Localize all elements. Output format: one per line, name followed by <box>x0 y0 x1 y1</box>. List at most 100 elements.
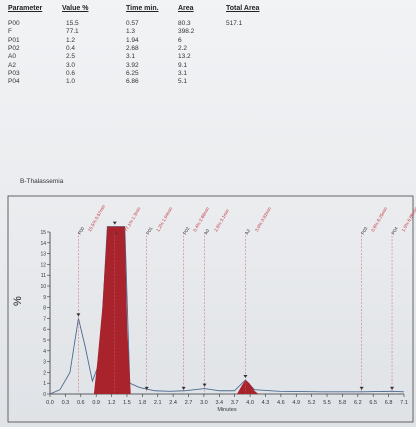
table-cell-value: 0.4 <box>66 44 76 52</box>
header-parameter: Parameter <box>8 5 43 12</box>
table-cell-parameter: P03 <box>8 69 20 77</box>
peak-annotation-f: 77.1% 1.3min <box>123 206 141 233</box>
peak-label-f: F <box>113 230 119 235</box>
table-cell-area: 80.3 <box>178 20 191 27</box>
y-tick-label: 12 <box>40 262 46 268</box>
y-tick-label: 9 <box>43 295 46 301</box>
table-cell-parameter: P01 <box>8 36 20 44</box>
header-total-area: Total Area <box>226 5 260 12</box>
y-tick-label: 0 <box>43 392 46 398</box>
y-tick-label: 5 <box>43 338 46 344</box>
table-cell-parameter: P04 <box>8 78 20 86</box>
table-cell-parameter: F <box>8 28 12 36</box>
peak-a2-fill <box>236 379 259 394</box>
table-cell-time: 3.92 <box>126 61 139 69</box>
peak-annotation-a0: 2.5% 3.1min <box>213 208 230 233</box>
table-cell-area: 398.2 <box>178 28 195 36</box>
x-tick-label: 7.1 <box>400 400 408 406</box>
table-cell-value: 2.5 <box>66 53 76 61</box>
y-tick-label: 3 <box>43 360 46 366</box>
x-tick-label: 2.1 <box>154 400 162 406</box>
y-tick-label: 2 <box>43 370 46 376</box>
x-tick-label: 5.5 <box>323 400 331 406</box>
x-tick-label: 2.4 <box>169 400 177 406</box>
table-cell-value: 1.2 <box>66 36 76 44</box>
x-tick-label: 6.2 <box>354 400 362 406</box>
table-cell-value: 15.5 <box>66 20 79 27</box>
table-cell-time: 6.25 <box>126 69 139 77</box>
y-axis-label: % <box>12 296 24 306</box>
table-cell-value: 77.1 <box>66 28 79 36</box>
y-tick-label: 13 <box>40 252 46 258</box>
x-tick-label: 4.6 <box>277 400 285 406</box>
x-tick-label: 2.7 <box>185 400 193 406</box>
signal-line <box>49 226 405 395</box>
peak-label-p03: P03 <box>360 226 369 236</box>
x-tick-label: 0.9 <box>92 400 100 406</box>
table-cell-area: 2.2 <box>178 44 188 52</box>
peak-label-p02: P02 <box>182 226 191 236</box>
peak-annotation-p04: 1.0% 6.86min <box>401 206 416 233</box>
peak-annotation-p03: 0.6% 6.25min <box>370 206 388 233</box>
x-tick-label: 3.0 <box>200 400 208 406</box>
y-tick-label: 6 <box>43 327 46 333</box>
peak-f-fill <box>93 226 131 394</box>
peak-label-p04: P04 <box>391 226 400 236</box>
y-tick-label: 11 <box>41 273 46 279</box>
x-tick-label: 0.3 <box>62 400 70 406</box>
x-tick-label: 4.3 <box>262 400 270 406</box>
table-cell-value: 3.0 <box>66 61 76 69</box>
x-tick-label: 1.5 <box>123 400 131 406</box>
peak-triangle-p01 <box>144 386 149 390</box>
table-cell-parameter: P00 <box>8 20 20 27</box>
table-cell-area: 13.2 <box>178 53 191 61</box>
x-tick-label: 5.8 <box>339 400 347 406</box>
header-area: Area <box>178 5 194 12</box>
peak-annotation-p01: 1.2% 1.94min <box>155 206 173 233</box>
peak-triangle-p03 <box>359 386 364 390</box>
y-tick-label: 14 <box>40 241 46 247</box>
peak-triangle-a2 <box>243 374 248 378</box>
table-cell-parameter: A0 <box>8 53 16 61</box>
header-time: Time min. <box>126 5 159 12</box>
table-cell-time: 1.3 <box>126 28 136 36</box>
table-cell-area: 5.1 <box>178 78 188 86</box>
header-value: Value % <box>62 5 89 12</box>
x-tick-label: 0.6 <box>77 400 85 406</box>
y-tick-label: 8 <box>43 306 46 312</box>
y-tick-label: 10 <box>40 284 46 290</box>
x-tick-label: 3.4 <box>215 400 223 406</box>
peak-label-p01: P01 <box>145 226 154 236</box>
table-cell-time: 1.94 <box>126 36 139 44</box>
table-cell-parameter: A2 <box>8 61 16 69</box>
table-cell-time: 6.86 <box>126 78 139 86</box>
y-tick-label: 7 <box>43 316 46 322</box>
peak-triangle-f <box>112 221 117 225</box>
peak-label-a0: A0 <box>203 228 210 236</box>
peak-label-a2: A2 <box>244 228 251 236</box>
table-cell-time: 3.1 <box>126 53 136 61</box>
x-tick-label: 1.8 <box>139 400 147 406</box>
x-tick-label: 5.2 <box>308 400 316 406</box>
table-cell-time: 0.57 <box>126 20 139 27</box>
x-axis-label: Minutes <box>217 407 237 413</box>
x-tick-label: 1.2 <box>108 400 116 406</box>
y-tick-label: 1 <box>43 381 46 387</box>
peak-triangle-p02 <box>181 386 186 390</box>
table-cell-time: 2.68 <box>126 44 139 52</box>
peak-triangle-p04 <box>390 386 395 390</box>
table-cell-area: 9.1 <box>178 61 188 69</box>
peak-triangle-p00 <box>76 313 81 317</box>
peak-annotation-p00: 15.5% 0.57min <box>87 204 107 233</box>
x-tick-label: 0.0 <box>46 400 54 406</box>
peak-triangle-a0 <box>202 383 207 387</box>
chart-frame <box>7 195 414 423</box>
table-cell-parameter: P02 <box>8 44 20 52</box>
x-tick-label: 6.8 <box>385 400 393 406</box>
peak-annotation-a2: 3.0% 3.92min <box>254 206 272 233</box>
peak-annotation-p02: 0.4% 2.68min <box>192 206 210 233</box>
peak-label-p00: P00 <box>77 226 86 236</box>
table-cell-area: 3.1 <box>178 69 188 77</box>
